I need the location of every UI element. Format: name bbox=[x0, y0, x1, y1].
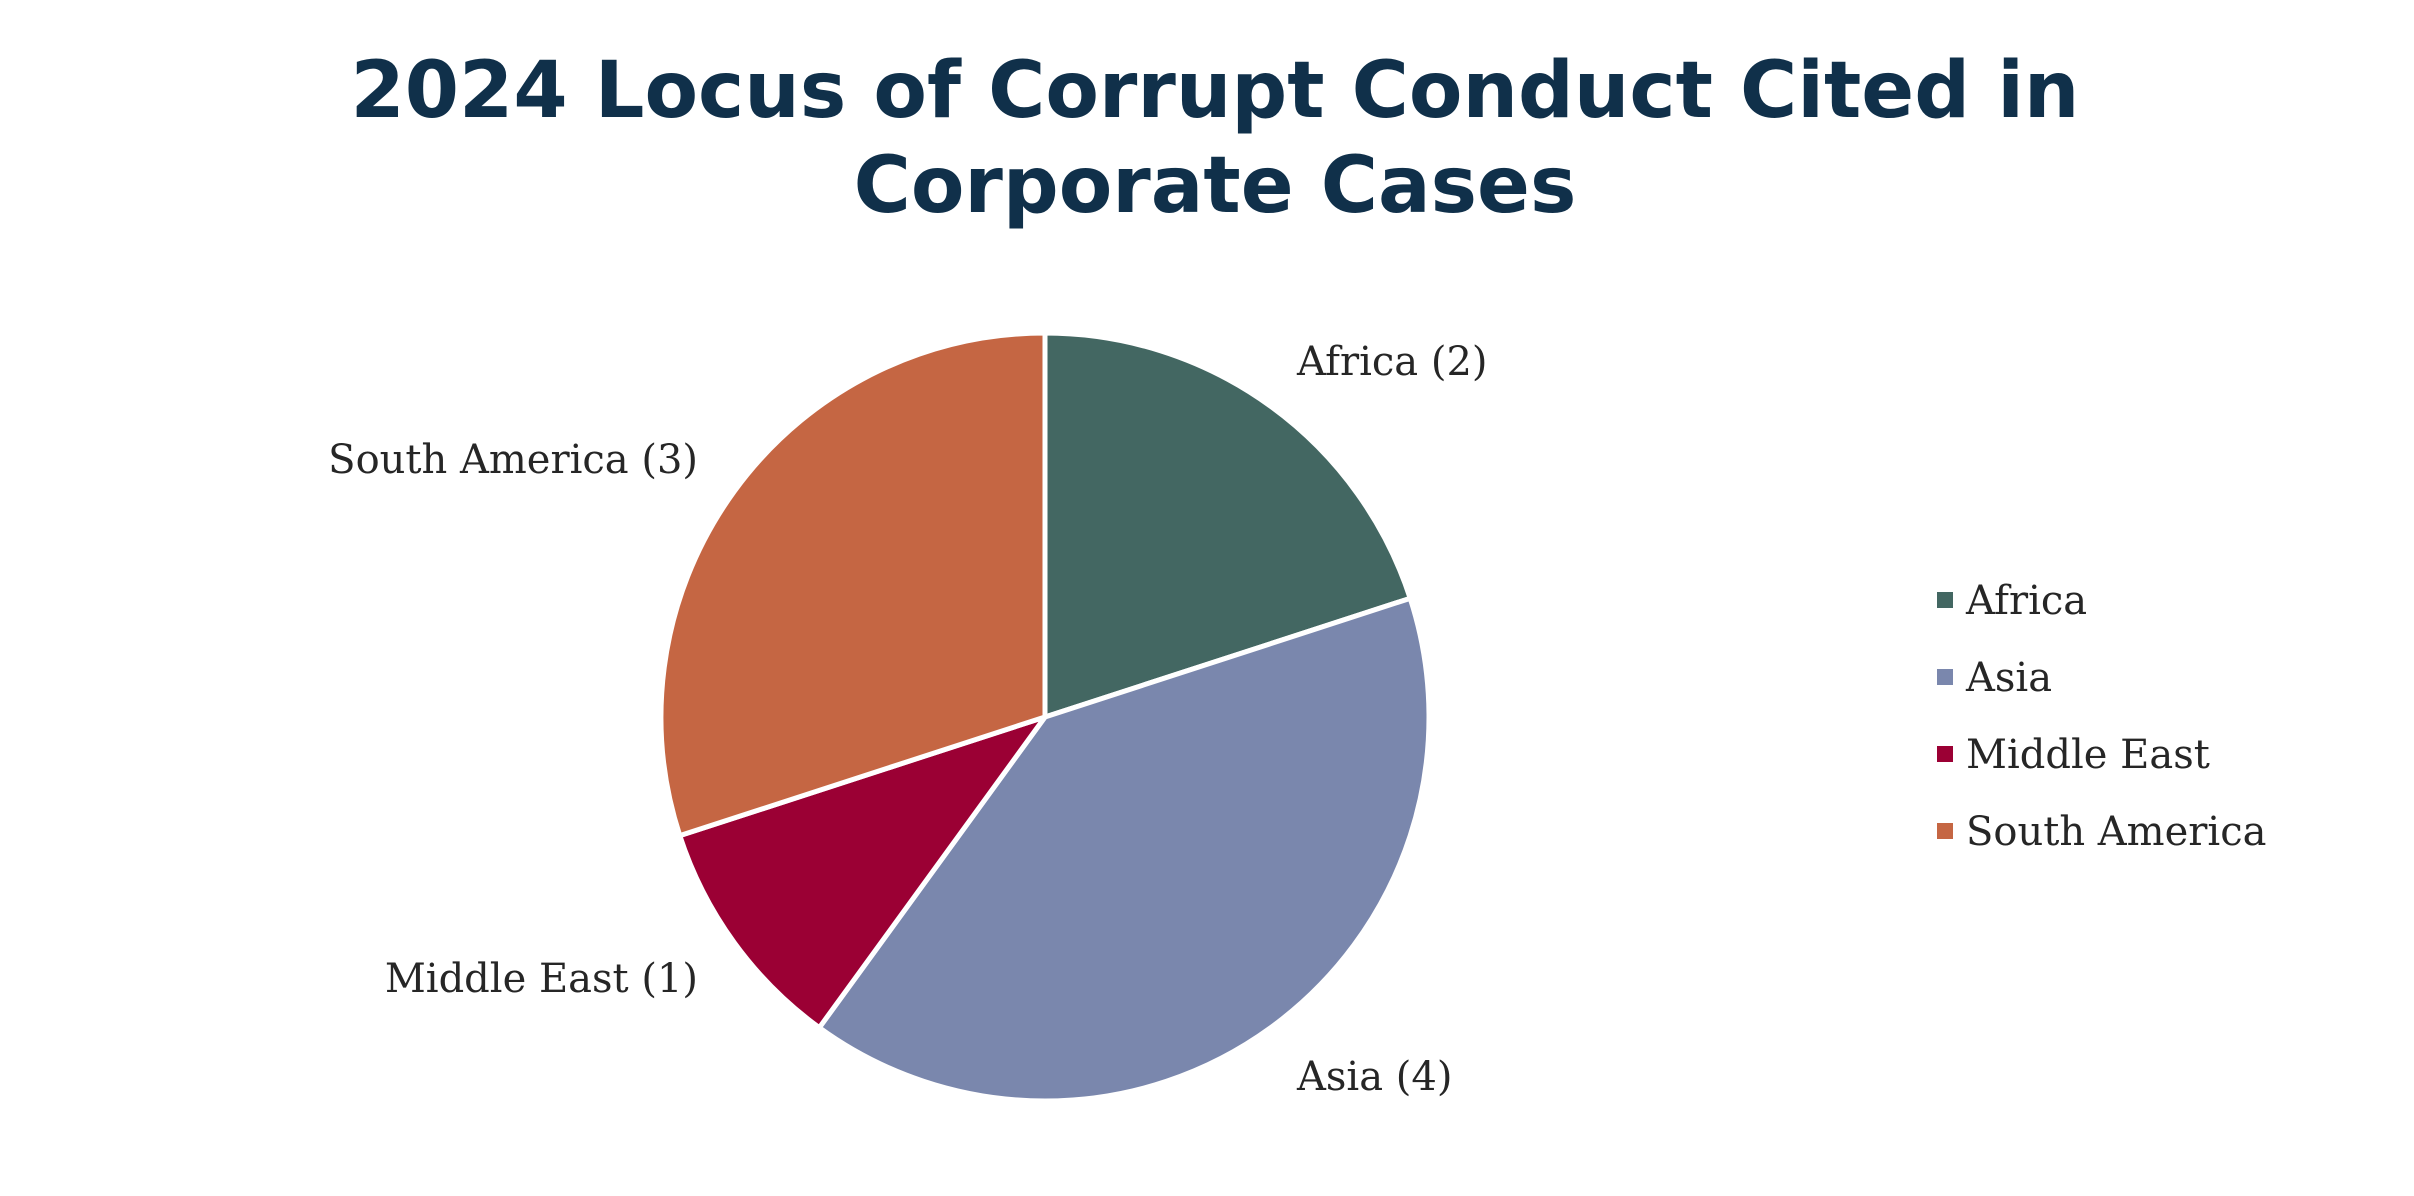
data-label-asia: Asia (4) bbox=[1296, 1054, 1452, 1100]
pie-slices bbox=[658, 330, 1432, 1104]
legend-swatch-asia bbox=[1937, 669, 1953, 685]
pie-slice-asia bbox=[816, 595, 1432, 1104]
pie-slice-middle-east bbox=[677, 714, 1048, 1031]
legend-swatch-africa bbox=[1937, 592, 1953, 608]
legend-swatch-south-america bbox=[1937, 823, 1953, 839]
pie-data-labels: Africa (2) Asia (4) Middle East (1) South A… bbox=[328, 339, 1487, 1100]
chart-title-line-2: Corporate Cases bbox=[854, 141, 1577, 231]
data-label-south-america: South America (3) bbox=[328, 437, 698, 483]
data-label-middle-east: Middle East (1) bbox=[385, 956, 698, 1002]
legend-swatch-middle-east bbox=[1937, 746, 1953, 762]
legend-label-asia: Asia bbox=[1965, 655, 2052, 701]
pie-slice-south-america bbox=[658, 330, 1048, 839]
pie-slice-africa bbox=[1042, 330, 1413, 720]
legend-label-south-america: South America bbox=[1966, 809, 2266, 855]
legend-label-middle-east: Middle East bbox=[1966, 732, 2210, 778]
legend-label-africa: Africa bbox=[1965, 578, 2087, 624]
legend: Africa Asia Middle East South America bbox=[1937, 578, 2266, 855]
chart-title-line-1: 2024 Locus of Corrupt Conduct Cited in bbox=[351, 46, 2080, 136]
data-label-africa: Africa (2) bbox=[1296, 339, 1488, 385]
